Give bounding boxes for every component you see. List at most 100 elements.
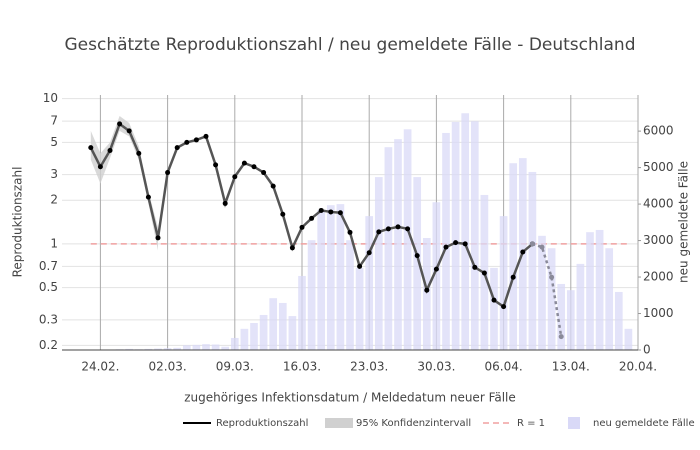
bar — [346, 240, 354, 350]
point — [424, 287, 430, 293]
bar — [624, 328, 633, 350]
bar — [269, 298, 278, 350]
y-tick-label: 10 — [43, 91, 58, 105]
point — [385, 226, 391, 232]
y2-axis-title: neu gemeldete Fälle — [677, 161, 691, 283]
bar — [298, 275, 306, 350]
bar — [499, 216, 508, 350]
point — [376, 229, 382, 235]
y-tick-label: 3 — [50, 167, 58, 181]
point — [289, 245, 295, 251]
bar — [384, 147, 393, 350]
point — [405, 226, 411, 232]
y-tick-label: 0.5 — [39, 280, 58, 294]
point — [145, 194, 151, 200]
bar — [278, 302, 287, 350]
point — [155, 235, 161, 241]
chart-title: Geschätzte Reproduktionszahl / neu gemel… — [64, 35, 635, 55]
point — [107, 147, 113, 153]
bar — [288, 316, 297, 350]
point — [280, 211, 286, 217]
bar — [374, 177, 383, 350]
bar — [250, 323, 258, 350]
point — [184, 139, 190, 145]
y2-tick-label: 2000 — [643, 270, 674, 284]
bar — [326, 205, 335, 350]
point — [433, 266, 439, 272]
y2-tick-label: 1000 — [643, 306, 674, 320]
bar — [557, 283, 566, 350]
x-tick-label: 30.03. — [417, 360, 455, 374]
bar — [586, 232, 594, 350]
bar — [432, 202, 441, 350]
bar — [221, 346, 230, 350]
bar — [547, 248, 556, 350]
legend-label: Reproduktionszahl — [216, 418, 308, 429]
point — [481, 270, 487, 276]
bar — [259, 314, 268, 350]
bar — [403, 129, 412, 350]
point — [443, 244, 449, 250]
bar — [605, 248, 614, 350]
point — [241, 160, 247, 166]
point — [462, 241, 468, 247]
confidence-band — [90, 115, 158, 251]
y-tick-label: 1 — [50, 236, 58, 250]
bar — [538, 235, 546, 350]
bar — [336, 204, 345, 350]
point — [165, 170, 171, 176]
point — [347, 229, 353, 235]
x-tick-label: 02.03. — [149, 360, 187, 374]
point — [299, 224, 305, 230]
bar — [394, 139, 402, 350]
point — [136, 150, 142, 156]
y2-tick-label: 6000 — [643, 124, 674, 138]
point — [251, 164, 257, 170]
point — [270, 183, 276, 189]
point — [232, 174, 238, 180]
legend-label: neu gemeldete Fälle — [593, 418, 695, 429]
point — [309, 215, 315, 221]
bar — [240, 328, 249, 350]
bar — [182, 345, 191, 350]
y2-tick-label: 4000 — [643, 197, 674, 211]
bar — [509, 163, 518, 350]
point — [366, 250, 372, 256]
x-tick-label: 09.03. — [216, 360, 254, 374]
bar — [528, 171, 537, 350]
x-tick-label: 20.04. — [619, 360, 657, 374]
bar — [317, 209, 326, 350]
point — [539, 244, 545, 250]
bar — [192, 344, 201, 350]
point — [97, 164, 103, 170]
bar — [614, 291, 623, 350]
bar — [566, 290, 575, 350]
bar — [230, 337, 239, 350]
point — [193, 137, 199, 143]
point — [337, 210, 343, 216]
x-tick-label: 23.03. — [350, 360, 388, 374]
bar — [163, 348, 172, 350]
x-tick-label: 06.04. — [485, 360, 523, 374]
y-tick-label: 2 — [50, 193, 58, 207]
point — [558, 334, 564, 340]
bar — [307, 240, 316, 350]
point — [174, 145, 180, 151]
bar — [365, 216, 374, 350]
x-tick-label: 16.03. — [283, 360, 321, 374]
bar — [470, 121, 479, 350]
x-axis-title: zugehöriges Infektionsdatum / Meldedatum… — [184, 391, 516, 405]
point — [549, 274, 555, 280]
line — [532, 242, 563, 337]
y2-tick-label: 3000 — [643, 233, 674, 247]
point — [472, 264, 478, 270]
point — [203, 133, 209, 139]
y-tick-label: 7 — [50, 114, 58, 128]
point — [414, 253, 420, 259]
y-tick-label: 0.7 — [39, 259, 58, 273]
bar — [202, 344, 210, 350]
y-tick-label: 0.2 — [39, 338, 58, 352]
legend-label: 95% Konfidenzintervall — [356, 418, 471, 429]
x-tick-label: 24.02. — [81, 360, 119, 374]
